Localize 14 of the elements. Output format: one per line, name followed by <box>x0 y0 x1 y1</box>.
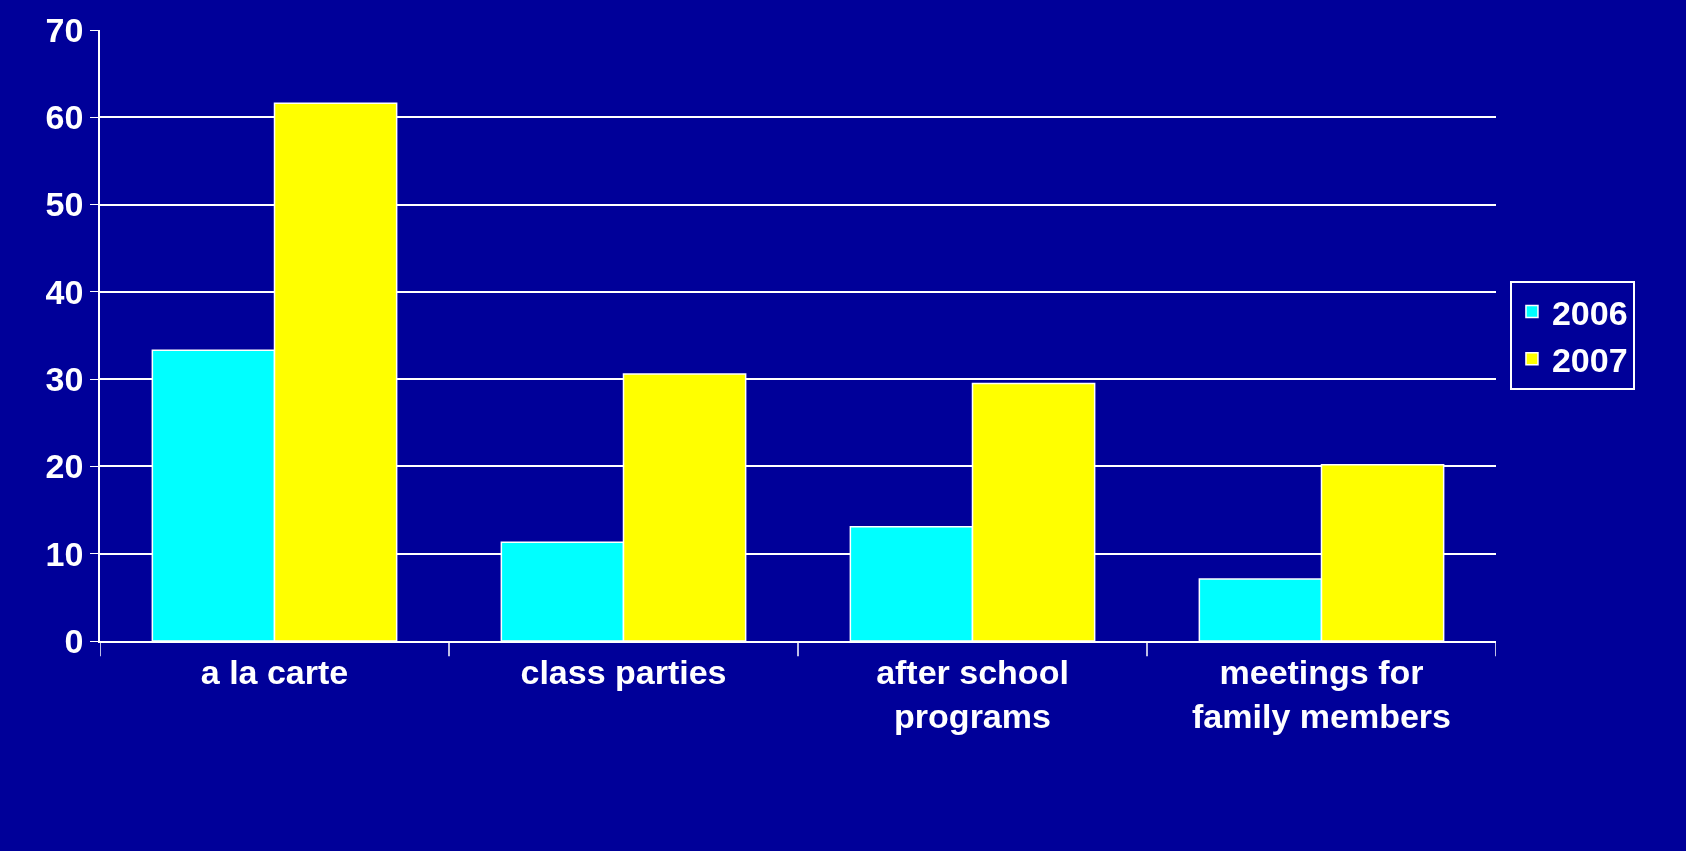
y-tick-label: 10 <box>45 534 84 573</box>
x-tick-label: meetings for family members <box>1192 652 1451 735</box>
y-tick-label: 40 <box>45 272 84 311</box>
y-tick-label: 50 <box>45 185 84 224</box>
legend-label: 2006 <box>1551 293 1628 332</box>
y-tick-label: 30 <box>45 360 84 399</box>
x-tick-label: a la carte <box>200 652 349 691</box>
y-tick-label: 0 <box>64 621 84 660</box>
x-tick-label: class parties <box>520 652 727 691</box>
x-tick-label: after school programs <box>876 652 1069 735</box>
y-tick-label: 60 <box>45 98 84 137</box>
legend-label: 2007 <box>1551 341 1628 380</box>
y-tick-label: 20 <box>45 447 84 486</box>
y-tick-label: 70 <box>45 10 84 49</box>
